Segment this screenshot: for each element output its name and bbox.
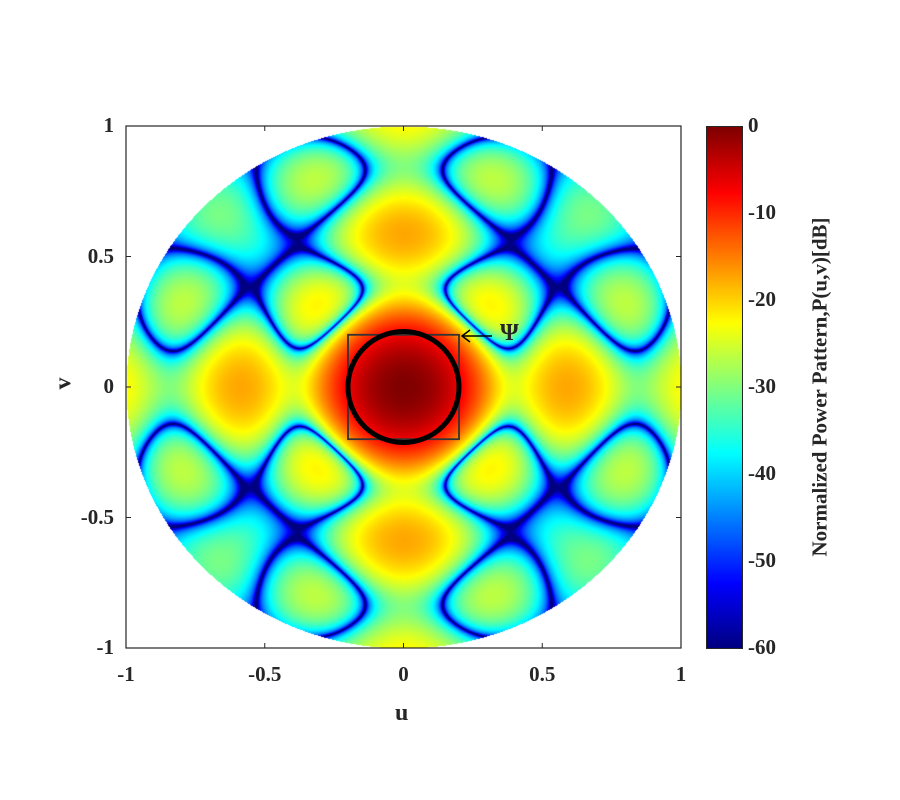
- colorbar-tick-label: -30: [748, 374, 776, 398]
- x-tick-label: -1: [117, 662, 135, 686]
- colorbar-tick-label: -50: [748, 548, 776, 572]
- y-tick-label: -1: [96, 635, 115, 659]
- x-tick-label: 0: [398, 662, 409, 686]
- arrow-icon: [460, 329, 492, 343]
- colorbar-tick-label: -10: [748, 200, 776, 224]
- psi-circle: [345, 329, 462, 445]
- heatmap-canvas: [126, 126, 682, 649]
- y-tick-label: -0.5: [80, 504, 114, 529]
- x-axis-label: u: [395, 700, 409, 726]
- y-tick-label: 0.5: [87, 243, 114, 268]
- axes-box: [125, 125, 682, 649]
- x-tick-label: 0.5: [529, 662, 556, 686]
- psi-annotation: Ψ: [500, 320, 519, 346]
- colorbar-tick-label: -60: [748, 635, 776, 659]
- colorbar-label: Normalized Power Pattern,P(u,v)[dB]: [807, 217, 832, 557]
- y-tick-label: 1: [103, 113, 115, 137]
- y-axis-label: v: [50, 377, 77, 390]
- y-tick-label: 0: [103, 374, 115, 398]
- colorbar-tick-label: -40: [748, 461, 776, 485]
- x-tick-label: 1: [675, 662, 687, 686]
- colorbar-tick-label: 0: [748, 113, 759, 137]
- x-tick-label: -0.5: [248, 662, 282, 686]
- colorbar: [706, 126, 743, 649]
- colorbar-tick-label: -20: [748, 287, 776, 311]
